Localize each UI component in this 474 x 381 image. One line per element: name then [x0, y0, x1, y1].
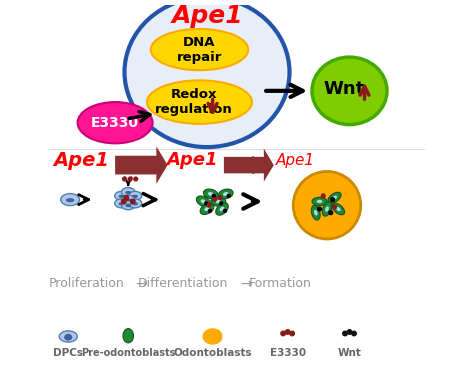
Text: →: → [241, 277, 252, 291]
Circle shape [224, 209, 227, 212]
Ellipse shape [332, 195, 337, 200]
Circle shape [212, 194, 215, 197]
Ellipse shape [328, 192, 341, 203]
Circle shape [347, 330, 352, 334]
Circle shape [205, 202, 208, 205]
Circle shape [128, 177, 132, 181]
Ellipse shape [121, 201, 135, 210]
Ellipse shape [115, 191, 128, 200]
Ellipse shape [121, 195, 135, 204]
Circle shape [218, 196, 222, 200]
Ellipse shape [125, 0, 290, 147]
Polygon shape [203, 329, 221, 344]
Circle shape [213, 198, 216, 202]
Circle shape [333, 205, 337, 209]
Ellipse shape [223, 192, 228, 196]
Ellipse shape [118, 195, 125, 198]
Polygon shape [224, 149, 274, 182]
Ellipse shape [147, 80, 252, 124]
Text: Redox
regulation: Redox regulation [155, 88, 233, 116]
Text: →: → [136, 277, 147, 291]
Ellipse shape [219, 189, 233, 199]
Circle shape [343, 331, 347, 336]
Ellipse shape [219, 207, 224, 211]
Ellipse shape [125, 204, 131, 207]
Text: Wnt: Wnt [323, 80, 365, 98]
Ellipse shape [204, 207, 210, 211]
Ellipse shape [125, 191, 131, 194]
Text: Ape1: Ape1 [54, 151, 109, 170]
Ellipse shape [336, 207, 341, 211]
Ellipse shape [128, 199, 142, 208]
Text: E3330: E3330 [270, 347, 306, 358]
Circle shape [121, 199, 126, 204]
Ellipse shape [151, 29, 248, 70]
Ellipse shape [61, 194, 80, 206]
Polygon shape [115, 146, 168, 184]
Circle shape [220, 202, 223, 205]
Circle shape [293, 171, 361, 239]
Text: Differentiation: Differentiation [137, 277, 228, 290]
Circle shape [331, 198, 335, 202]
Ellipse shape [128, 191, 142, 200]
Ellipse shape [201, 199, 206, 203]
Ellipse shape [121, 187, 135, 197]
Ellipse shape [115, 199, 128, 208]
Circle shape [124, 195, 128, 200]
Circle shape [285, 330, 290, 334]
Ellipse shape [208, 192, 213, 196]
Text: Ape1: Ape1 [275, 153, 315, 168]
Ellipse shape [132, 195, 138, 198]
Text: Proliferation: Proliferation [49, 277, 125, 290]
Ellipse shape [203, 189, 218, 199]
Ellipse shape [312, 197, 327, 206]
Ellipse shape [317, 200, 322, 203]
Ellipse shape [132, 202, 138, 205]
Ellipse shape [118, 202, 125, 205]
Ellipse shape [66, 198, 74, 202]
Ellipse shape [314, 210, 318, 216]
Circle shape [207, 203, 211, 207]
Ellipse shape [64, 334, 73, 341]
Circle shape [321, 194, 325, 198]
Circle shape [134, 177, 137, 181]
Text: Wnt: Wnt [337, 347, 362, 358]
Ellipse shape [322, 202, 332, 216]
Circle shape [227, 194, 230, 197]
Circle shape [123, 177, 127, 181]
Ellipse shape [216, 203, 228, 215]
Ellipse shape [325, 206, 329, 212]
Ellipse shape [78, 102, 153, 143]
Circle shape [281, 331, 285, 336]
Circle shape [130, 199, 135, 204]
Ellipse shape [196, 196, 210, 207]
Ellipse shape [216, 200, 221, 203]
Text: Odontoblasts: Odontoblasts [173, 347, 252, 358]
Ellipse shape [125, 199, 131, 202]
Ellipse shape [200, 203, 214, 215]
Text: DNA
repair: DNA repair [177, 35, 222, 64]
Circle shape [209, 209, 211, 212]
Text: Formation: Formation [249, 277, 311, 290]
Ellipse shape [211, 197, 226, 206]
Text: Pre-odontoblasts: Pre-odontoblasts [81, 347, 175, 358]
Text: DPCs: DPCs [53, 347, 83, 358]
Circle shape [352, 331, 356, 336]
Circle shape [329, 211, 333, 215]
Ellipse shape [123, 328, 134, 343]
Text: E3330: E3330 [91, 116, 139, 130]
Circle shape [290, 331, 294, 336]
Text: Ape1: Ape1 [166, 151, 218, 169]
Circle shape [318, 207, 321, 211]
Ellipse shape [59, 331, 77, 342]
Ellipse shape [311, 205, 320, 220]
Ellipse shape [332, 203, 345, 215]
Text: Ape1: Ape1 [171, 4, 243, 28]
Ellipse shape [312, 57, 387, 125]
